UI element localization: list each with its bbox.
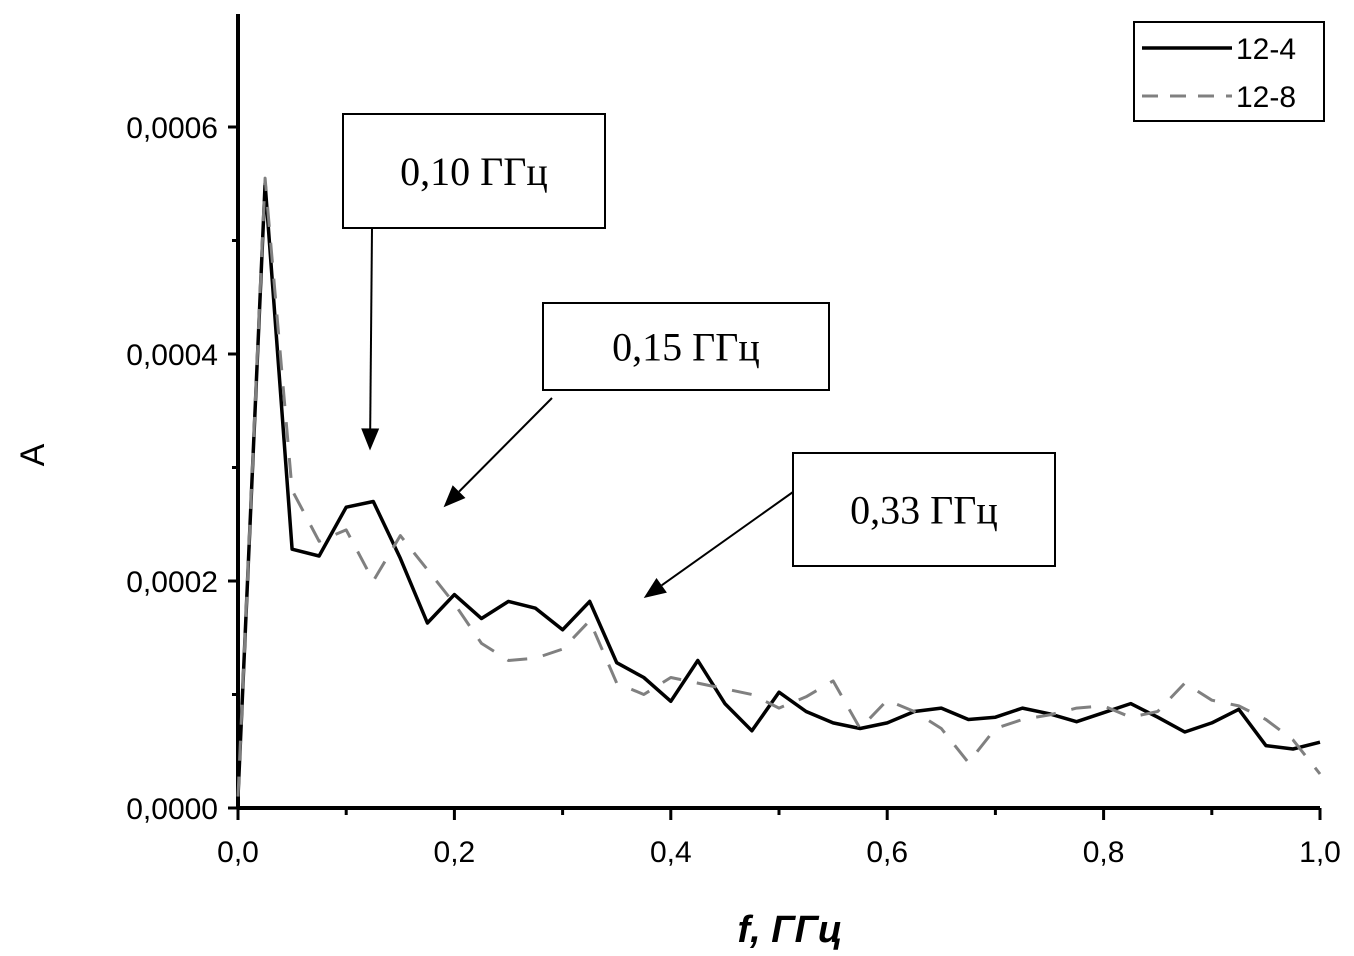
y-tick-label: 0,0002 — [126, 566, 218, 599]
legend-label: 12-8 — [1236, 81, 1296, 114]
annotation-arrow — [661, 491, 794, 587]
x-tick-label: 0,2 — [434, 836, 476, 869]
x-tick-label: 1,0 — [1299, 836, 1341, 869]
annotation-label: 0,10 ГГц — [400, 149, 548, 194]
annotation-arrowhead — [643, 577, 667, 599]
annotation-arrowhead — [443, 485, 466, 508]
annotation: 0,15 ГГц — [443, 302, 830, 508]
axes: 0,0000 0,0002 0,0004 0,0006 0,0 0,2 0,4 0,6 0,8 1… — [126, 14, 1341, 869]
annotation-box — [542, 302, 830, 391]
annotation-label: 0,15 ГГц — [612, 325, 760, 370]
annotation-box — [342, 113, 606, 229]
y-tick-label: 0,0000 — [126, 793, 218, 826]
legend-box — [1133, 21, 1325, 122]
x-tick-label: 0,6 — [866, 836, 908, 869]
y-tick-label: 0,0006 — [126, 112, 218, 145]
series-line-12-8 — [236, 176, 1322, 797]
x-tick-label: 0,0 — [217, 836, 259, 869]
x-tick-label: 0,8 — [1083, 836, 1125, 869]
series-layer — [236, 176, 1322, 797]
annotation-layer: 0,10 ГГц 0,15 ГГц 0,33 ГГц — [342, 113, 1056, 599]
x-tick-label: 0,4 — [650, 836, 692, 869]
annotation-arrow — [369, 227, 373, 429]
annotation: 0,10 ГГц — [342, 113, 606, 451]
x-axis-label: f, ГГц — [738, 909, 843, 951]
y-tick-label: 0,0004 — [126, 339, 218, 372]
y-axis-label: A — [14, 443, 52, 466]
series-line-12-4 — [236, 181, 1321, 797]
legend-label: 12-4 — [1236, 33, 1296, 66]
annotation-label: 0,33 ГГц — [850, 488, 998, 533]
annotation-arrowhead — [361, 428, 380, 451]
annotation-box — [792, 452, 1056, 567]
annotation: 0,33 ГГц — [643, 452, 1056, 599]
annotation-arrow — [458, 397, 553, 493]
legend: 12-4 12-8 — [1133, 21, 1325, 122]
